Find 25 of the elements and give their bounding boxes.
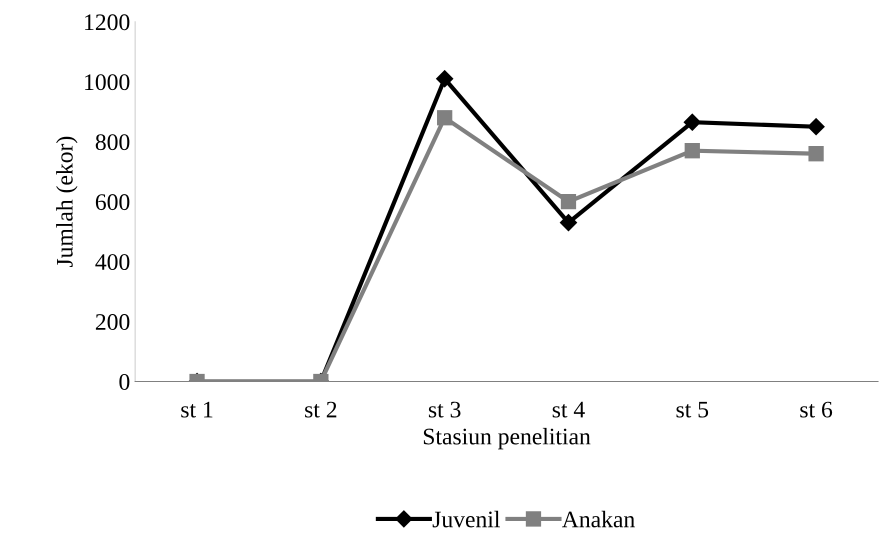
y-tick-label: 400 [95,254,130,270]
point [808,146,824,162]
legend-label: Anakan [562,510,635,528]
y-tick-label: 600 [96,194,130,210]
y-tick-label: 800 [96,134,130,150]
y-tick-label: 1000 [85,74,130,90]
point [808,118,825,136]
legend-label: Juvenil [432,510,500,528]
y-tick-label: 1200 [85,14,130,30]
point [437,110,452,126]
point [560,214,578,232]
x-tick-label: st 1 [181,402,212,418]
point [436,70,454,88]
x-tick-label: st 4 [552,402,585,418]
x-tick-label: st 2 [305,402,336,418]
point [560,194,576,210]
x-tick-label: st 3 [428,402,460,418]
x-axis-title: Stasiun penelitian [424,428,590,450]
x-tick-label: st 5 [676,402,708,418]
y-tick-label: 0 [119,374,130,390]
point [684,114,701,131]
point [684,143,700,158]
y-tick-label: 200 [96,314,130,330]
y-axis-title: Jumlah (ekor) [56,136,78,268]
x-tick-label: st 6 [800,402,832,418]
